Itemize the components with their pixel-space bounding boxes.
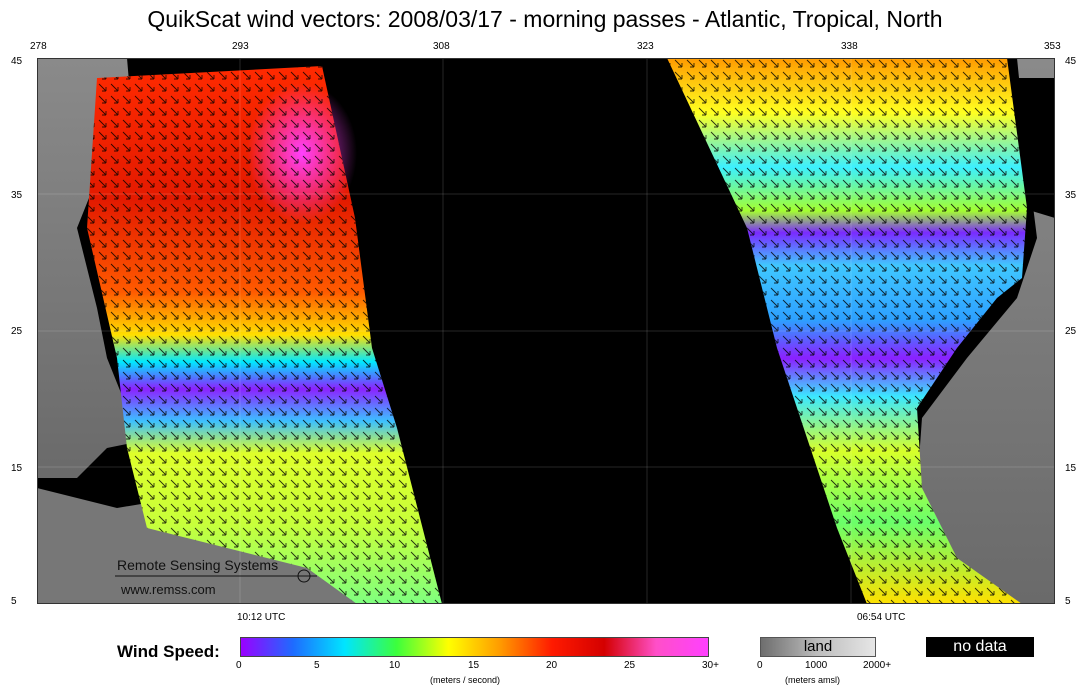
wind-map: Remote Sensing Systems www.remss.com: [37, 58, 1055, 604]
lat-tick: 45: [11, 56, 23, 67]
pass-time-left: 10:12 UTC: [237, 612, 286, 623]
land-tick: 1000: [805, 660, 828, 671]
watermark-company: Remote Sensing Systems: [117, 557, 278, 573]
map-title: QuikScat wind vectors: 2008/03/17 - morn…: [147, 6, 943, 32]
colorbar-tick: 5: [314, 660, 320, 671]
lon-tick: 353: [1044, 41, 1061, 52]
colorbar-unit: (meters / second): [430, 675, 501, 685]
right-swath-vectors: [667, 58, 1027, 604]
lon-tick: 323: [637, 41, 654, 52]
lat-tick: 25: [11, 326, 23, 337]
colorbar-tick: 20: [546, 660, 558, 671]
pass-time-right: 06:54 UTC: [857, 612, 906, 623]
land-legend-bar: [760, 637, 876, 657]
lon-tick: 278: [30, 41, 47, 52]
lat-tick: 5: [11, 596, 17, 607]
mediterranean-nodata: [1017, 78, 1055, 218]
left-swath-vectors: [87, 66, 442, 604]
colorbar-tick: 25: [624, 660, 636, 671]
africa-land: [917, 58, 1055, 604]
lat-tick: 35: [1065, 190, 1077, 201]
land-tick: 2000+: [863, 660, 892, 671]
colorbar-tick: 10: [389, 660, 401, 671]
remss-logo-icon: [297, 569, 311, 583]
north-america-land: [37, 58, 157, 478]
lat-tick: 5: [1065, 596, 1071, 607]
wind-speed-colorbar: [240, 637, 709, 657]
lat-tick: 35: [11, 190, 23, 201]
land-unit: (meters amsl): [785, 675, 841, 685]
colorbar-tick: 0: [236, 660, 242, 671]
lon-tick: 293: [232, 41, 249, 52]
land-tick: 0: [757, 660, 763, 671]
colorbar-tick: 30+: [702, 660, 719, 671]
colorbar-tick: 15: [468, 660, 480, 671]
lon-tick: 308: [433, 41, 450, 52]
watermark-url: www.remss.com: [120, 582, 216, 597]
legend-label: Wind Speed:: [117, 642, 220, 661]
lat-tick: 15: [1065, 463, 1077, 474]
south-america-land: [37, 488, 357, 604]
remss-watermark: Remote Sensing Systems www.remss.com: [115, 557, 317, 597]
lat-tick: 45: [1065, 56, 1077, 67]
no-data-legend: no data: [926, 637, 1034, 657]
lat-tick: 25: [1065, 326, 1077, 337]
lon-tick: 338: [841, 41, 858, 52]
land-legend-label: land: [803, 638, 833, 655]
lat-tick: 15: [11, 463, 23, 474]
